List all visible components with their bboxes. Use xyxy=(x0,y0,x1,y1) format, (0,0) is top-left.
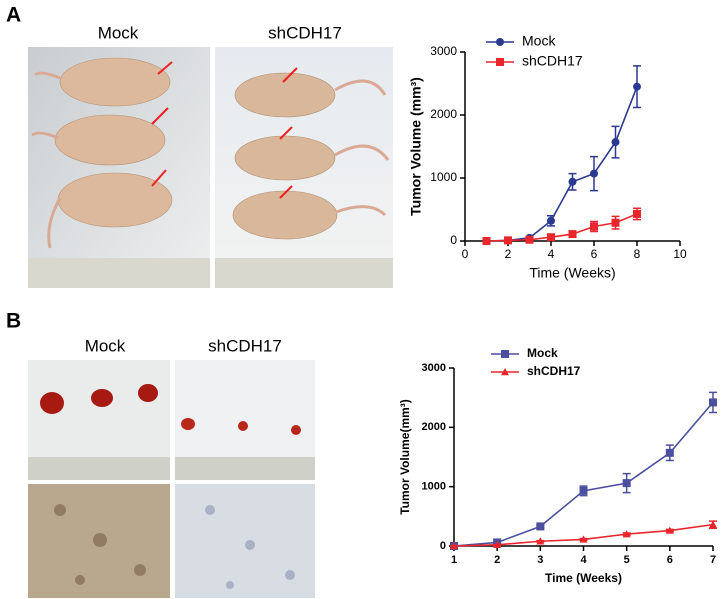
marker xyxy=(579,535,588,543)
y-tick-label: 1000 xyxy=(430,170,457,184)
marker xyxy=(536,522,545,531)
x-tick-label: 8 xyxy=(634,247,641,261)
x-tick-label: 3 xyxy=(537,554,543,566)
marker xyxy=(611,138,620,147)
x-tick-label: 4 xyxy=(580,554,587,566)
marker xyxy=(482,237,491,245)
x-tick-label: 2 xyxy=(505,247,512,261)
legend-marker xyxy=(501,368,509,376)
x-axis-label: Time (Weeks) xyxy=(529,265,615,281)
marker xyxy=(709,520,717,528)
panel-label: A xyxy=(6,4,21,27)
series-line xyxy=(486,86,638,242)
marker xyxy=(547,216,555,225)
marker xyxy=(536,537,545,545)
legend-label: Mock xyxy=(522,33,556,49)
mouse-photo xyxy=(28,47,393,288)
marker xyxy=(590,169,598,178)
legend-label: Mock xyxy=(527,346,558,360)
marker xyxy=(525,235,534,244)
series-line xyxy=(453,401,714,547)
x-tick-label: 10 xyxy=(673,247,687,261)
legend-label: shCDH17 xyxy=(522,53,583,69)
legend-marker xyxy=(501,350,509,358)
y-axis-label: Tumor Volume(mm³) xyxy=(398,399,412,515)
marker xyxy=(493,540,502,549)
y-tick-label: 1000 xyxy=(422,481,446,493)
marker xyxy=(579,486,588,495)
legend-marker xyxy=(496,58,504,66)
x-tick-label: 6 xyxy=(667,554,673,566)
marker xyxy=(611,218,620,227)
marker xyxy=(633,209,641,218)
x-tick-label: 6 xyxy=(591,247,598,261)
y-tick-label: 2000 xyxy=(422,421,446,433)
y-tick-label: 2000 xyxy=(430,107,457,121)
marker xyxy=(633,82,641,91)
x-tick-label: 1 xyxy=(451,554,457,566)
marker xyxy=(665,526,674,534)
x-tick-label: 2 xyxy=(494,554,500,566)
x-tick-label: 7 xyxy=(710,554,716,566)
marker xyxy=(568,230,577,239)
marker xyxy=(547,233,555,242)
y-tick-label: 3000 xyxy=(430,44,457,58)
x-tick-label: 5 xyxy=(624,554,630,566)
marker xyxy=(450,542,458,550)
photo-label: shCDH17 xyxy=(268,23,342,42)
panel-label: B xyxy=(6,310,21,333)
marker xyxy=(622,530,631,538)
y-tick-label: 3000 xyxy=(422,362,446,374)
y-axis-label: Tumor Volume (mm³) xyxy=(408,77,424,216)
marker xyxy=(568,177,577,186)
photo-label: Mock xyxy=(85,336,126,355)
x-axis-label: Time (Weeks) xyxy=(545,571,622,585)
photo-label: shCDH17 xyxy=(208,336,282,355)
x-tick-label: 4 xyxy=(548,247,555,261)
marker xyxy=(709,398,717,407)
marker xyxy=(504,236,512,245)
y-tick-label: 0 xyxy=(440,540,446,552)
legend-marker xyxy=(496,38,504,46)
legend-label: shCDH17 xyxy=(527,364,581,378)
photo-label: Mock xyxy=(98,23,139,42)
marker xyxy=(590,222,598,231)
x-tick-label: 0 xyxy=(462,247,469,261)
tumor-photo xyxy=(28,360,315,598)
y-tick-label: 0 xyxy=(450,233,457,247)
marker xyxy=(665,448,674,457)
marker xyxy=(622,479,631,488)
